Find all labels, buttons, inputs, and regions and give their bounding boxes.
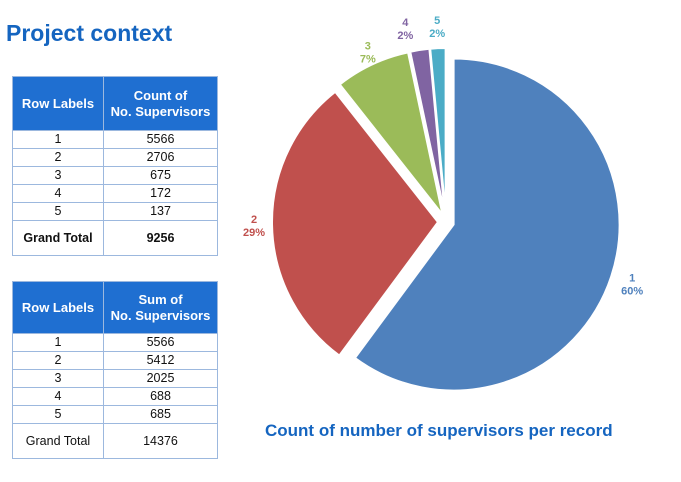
count-pivot-table: Row Labels Count of No. Supervisors 1 556… [12, 76, 218, 256]
grand-total-row: Grand Total 9256 [12, 220, 218, 256]
grand-total-label: Grand Total [12, 220, 104, 256]
slice-percent-label: 29% [243, 227, 265, 239]
grand-total-value: 14376 [103, 423, 218, 459]
slice-percent-label: 7% [360, 53, 376, 65]
table-row: 5 137 [12, 202, 218, 221]
sum-pivot-table: Row Labels Sum of No. Supervisors 1 5566 2… [12, 281, 218, 459]
slice-percent-label: 2% [429, 28, 445, 40]
slice-category-label: 2 [251, 214, 257, 226]
slice-category-label: 3 [365, 40, 371, 52]
grand-total-row: Grand Total 14376 [12, 423, 218, 459]
slice-category-label: 1 [629, 272, 635, 284]
table-row: 5 685 [12, 405, 218, 424]
slice-category-label: 5 [434, 15, 440, 27]
pie-slice-3 [338, 51, 444, 216]
chart-title: Count of number of supervisors per recor… [265, 421, 613, 440]
page-title: Project context [6, 20, 173, 46]
table-row: 3 675 [12, 166, 218, 185]
value-cell: 172 [103, 184, 218, 203]
header-sum-line1: Sum of [138, 291, 183, 307]
grand-total-label: Grand Total [12, 423, 104, 459]
header-row-labels: Row Labels [12, 281, 104, 334]
header-count: Count of No. Supervisors [103, 76, 218, 131]
slice-category-label: 4 [402, 17, 409, 29]
table-row: 3 2025 [12, 369, 218, 388]
slice-percent-label: 2% [397, 30, 413, 42]
table-row: 1 5566 [12, 333, 218, 352]
pie-slice-1 [353, 57, 621, 392]
pie-slice-5 [429, 47, 447, 215]
table-row: 2 2706 [12, 148, 218, 167]
header-count-line1: Count of [133, 87, 188, 103]
header-count-line2: No. Supervisors [110, 103, 211, 119]
pie-slice-2 [271, 90, 440, 357]
grand-total-value: 9256 [103, 220, 218, 256]
slice-percent-label: 60% [621, 285, 643, 297]
header-row-labels: Row Labels [12, 76, 104, 131]
table-row: 1 5566 [12, 130, 218, 149]
header-sum-line2: No. Supervisors [110, 307, 211, 323]
